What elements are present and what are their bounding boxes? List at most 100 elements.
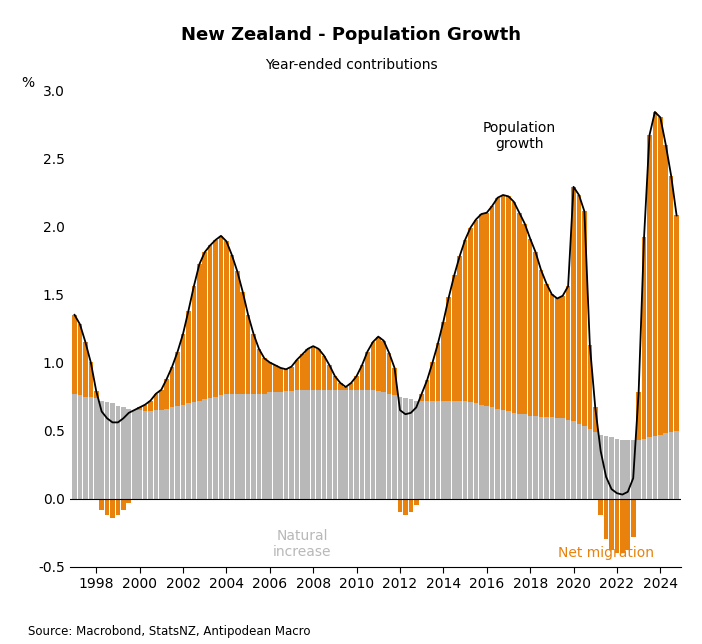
Bar	[593, 432, 597, 498]
Bar	[550, 417, 554, 498]
Bar	[279, 392, 283, 498]
Bar	[327, 365, 332, 390]
Bar	[663, 145, 668, 433]
Bar	[359, 365, 364, 390]
Bar	[94, 391, 98, 398]
Bar	[414, 498, 418, 506]
Bar	[506, 412, 511, 498]
Bar	[110, 403, 115, 498]
Bar	[197, 265, 201, 401]
Bar	[116, 498, 120, 515]
Bar	[658, 435, 663, 498]
Bar	[159, 390, 164, 410]
Bar	[381, 392, 386, 498]
Bar	[311, 346, 315, 390]
Bar	[186, 403, 191, 498]
Bar	[609, 498, 614, 551]
Bar	[555, 298, 559, 419]
Bar	[675, 216, 679, 431]
Bar	[550, 294, 554, 417]
Bar	[213, 397, 218, 498]
Bar	[251, 334, 256, 393]
Bar	[653, 436, 657, 498]
Bar	[295, 360, 299, 390]
Text: Net migration: Net migration	[558, 546, 654, 560]
Bar	[148, 412, 153, 498]
Bar	[317, 349, 321, 390]
Bar	[576, 424, 581, 498]
Bar	[566, 420, 571, 498]
Bar	[176, 406, 180, 498]
Bar	[317, 390, 321, 498]
Bar	[300, 354, 305, 390]
Bar	[311, 390, 315, 498]
Bar	[355, 376, 359, 390]
Bar	[126, 498, 131, 503]
Bar	[273, 392, 277, 498]
Bar	[468, 402, 472, 498]
Bar	[615, 439, 619, 498]
Bar	[544, 417, 549, 498]
Bar	[186, 311, 191, 403]
Bar	[240, 292, 245, 393]
Bar	[230, 255, 234, 393]
Bar	[224, 393, 229, 498]
Bar	[230, 393, 234, 498]
Bar	[566, 286, 571, 420]
Text: Natural
increase: Natural increase	[273, 529, 331, 559]
Bar	[631, 440, 635, 498]
Bar	[392, 395, 397, 498]
Bar	[376, 391, 380, 498]
Bar	[571, 187, 576, 421]
Bar	[441, 321, 446, 401]
Text: Source: Macrobond, StatsNZ, Antipodean Macro: Source: Macrobond, StatsNZ, Antipodean M…	[28, 625, 310, 638]
Bar	[576, 195, 581, 424]
Bar	[143, 412, 147, 498]
Bar	[105, 498, 110, 515]
Bar	[501, 410, 505, 498]
Bar	[132, 410, 136, 498]
Bar	[154, 393, 158, 410]
Bar	[436, 343, 440, 401]
Bar	[653, 112, 657, 436]
Bar	[496, 409, 500, 498]
Bar	[582, 211, 587, 426]
Text: New Zealand - Population Growth: New Zealand - Population Growth	[181, 26, 521, 44]
Bar	[506, 196, 511, 412]
Text: %: %	[21, 76, 34, 90]
Bar	[72, 315, 77, 393]
Bar	[300, 390, 305, 498]
Bar	[273, 365, 277, 392]
Bar	[262, 359, 267, 393]
Bar	[322, 355, 326, 390]
Bar	[409, 399, 413, 498]
Bar	[295, 390, 299, 498]
Bar	[126, 409, 131, 498]
Bar	[224, 242, 229, 393]
Bar	[219, 395, 223, 498]
Bar	[180, 334, 185, 404]
Bar	[598, 435, 603, 498]
Bar	[512, 202, 516, 413]
Bar	[669, 432, 673, 498]
Bar	[365, 390, 370, 498]
Bar	[414, 401, 418, 498]
Bar	[88, 397, 93, 498]
Bar	[496, 198, 500, 409]
Bar	[392, 368, 397, 395]
Bar	[197, 401, 201, 498]
Bar	[257, 393, 261, 498]
Bar	[452, 401, 456, 498]
Bar	[615, 498, 619, 553]
Bar	[430, 401, 435, 498]
Bar	[78, 395, 82, 498]
Bar	[490, 408, 494, 498]
Bar	[349, 390, 354, 498]
Bar	[463, 240, 468, 401]
Bar	[419, 393, 424, 401]
Bar	[371, 390, 375, 498]
Bar	[441, 401, 446, 498]
Bar	[138, 410, 142, 498]
Bar	[343, 387, 348, 390]
Bar	[83, 342, 88, 397]
